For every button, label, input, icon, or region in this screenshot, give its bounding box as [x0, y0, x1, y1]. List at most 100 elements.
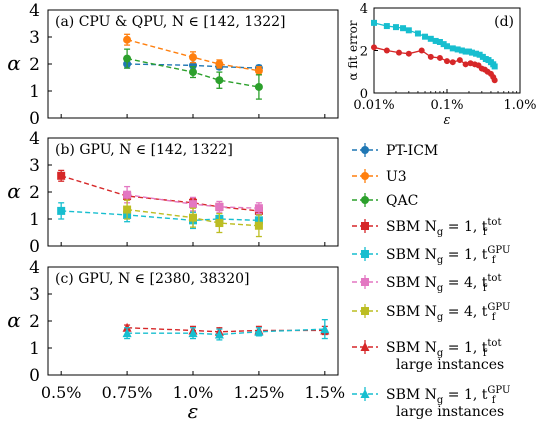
legend-item: SBM Ng = 1, ttot f large instances [352, 338, 504, 373]
y-tick-label: 1 [29, 82, 40, 102]
y-tick-label: 4 [360, 2, 368, 17]
panel-b: 0 1 2 3 4 α (b) GPU, N ∈ [142, 1322] [7, 129, 339, 257]
y-tick-label: 0 [360, 87, 368, 102]
data-point [468, 49, 475, 56]
panel-c: 0 1 2 3 4 0.5% 0.75% 1.0% 1.25% 1.5% α (c) GPU, N ∈… [7, 258, 345, 423]
y-tick-label: 0 [29, 109, 40, 129]
data-point [371, 44, 377, 51]
legend-marker [361, 172, 369, 180]
data-point [254, 204, 263, 213]
data-point [383, 47, 390, 54]
legend-item: SBM Ng = 1, tGPU f large instances [352, 385, 510, 420]
series-red-fit-error [371, 44, 498, 84]
legend-label-part: SBM N [386, 219, 437, 235]
data-point [405, 27, 412, 34]
legend-label-part: g [437, 283, 444, 294]
series-sbm-ng-1-tf-gpu-large-instances [122, 318, 330, 341]
legend-item: SBM Ng = 1, tGPU f [352, 245, 510, 266]
legend-label-part: f [492, 312, 497, 323]
legend-item: SBM Ng = 1, ttot f [352, 217, 501, 238]
data-point [405, 50, 412, 57]
data-point [215, 219, 224, 228]
legend-label-part: = 1, t [443, 340, 487, 356]
x-tick-label: 0.01% [353, 98, 394, 113]
data-point [392, 24, 399, 31]
y-tick-label: 4 [29, 1, 40, 21]
x-tick-label: 0.5% [41, 383, 82, 402]
data-point [436, 54, 443, 61]
series-sbm-ng-1-tf-tot [57, 169, 263, 216]
data-point [473, 50, 480, 57]
panel-title: (b) GPU, N ∈ [142, 1322] [55, 142, 233, 158]
legend-marker [361, 222, 369, 230]
y-tick-label: 2 [29, 312, 40, 332]
legend-label: SBM Ng = 4, ttot f [386, 273, 501, 294]
y-tick-label: 2 [29, 55, 40, 75]
x-axis-label: ε [188, 399, 199, 423]
y-tick-label: 1 [29, 210, 40, 230]
series-line [126, 57, 260, 88]
legend-item: PT-ICM [352, 143, 438, 159]
legend-label-part: = 4, t [443, 304, 487, 320]
legend-label: QAC [386, 193, 418, 209]
legend-label-part: U3 [386, 169, 407, 185]
panel-title: (d) [494, 14, 514, 30]
legend-label-part: PT-ICM [386, 143, 438, 159]
data-point [215, 76, 224, 85]
x-axis-label: ε [444, 113, 451, 128]
y-tick-label: 2 [29, 183, 40, 203]
legend-label-part: g [437, 348, 444, 359]
legend-label: SBM Ng = 1, tGPU f [386, 385, 510, 406]
panel-title: (a) CPU & QPU, N ∈ [142, 1322] [55, 14, 286, 30]
x-tick-label: 0.1% [430, 98, 463, 113]
legend-label-part: tot [487, 338, 501, 349]
legend-marker [361, 278, 369, 286]
y-tick-label: 4 [29, 258, 40, 278]
data-point [189, 68, 197, 77]
data-point [395, 49, 402, 56]
legend-label-part: SBM N [386, 275, 437, 291]
data-point [444, 58, 450, 65]
series-line [127, 208, 259, 227]
legend-marker [360, 342, 370, 351]
x-tick-label: 0.75% [102, 383, 153, 402]
data-point [465, 48, 472, 55]
y-tick-label: 3 [29, 285, 40, 305]
y-tick-label: 1 [29, 339, 40, 359]
data-point [123, 205, 132, 214]
data-point [456, 57, 463, 64]
data-point [123, 190, 132, 199]
data-point [383, 23, 390, 30]
data-point [440, 41, 447, 48]
legend-label-part: SBM N [386, 340, 437, 356]
legend-label: SBM Ng = 1, tGPU f [386, 245, 510, 266]
data-point [57, 171, 66, 180]
legend-item: U3 [352, 169, 407, 185]
data-point [454, 46, 461, 53]
legend-label-part: f [492, 395, 497, 406]
data-point [57, 206, 66, 215]
data-point [189, 53, 197, 62]
data-point [462, 61, 469, 68]
y-tick-label: 0 [29, 237, 40, 257]
legend-marker [360, 389, 370, 398]
data-point [436, 39, 443, 45]
legend-marker [361, 307, 369, 315]
series-u3 [123, 33, 263, 76]
legend-label: SBM Ng = 1, ttot f [386, 338, 501, 359]
legend-label-part: SBM N [386, 387, 437, 403]
data-point [189, 213, 197, 222]
series-line [60, 175, 259, 212]
data-point [418, 47, 425, 54]
data-point [189, 200, 197, 209]
legend-label: U3 [386, 169, 407, 185]
data-point [215, 202, 224, 211]
legend-label: SBM Ng = 4, tGPU f [386, 302, 510, 323]
legend-label-part: g [437, 255, 444, 266]
data-point [449, 59, 456, 66]
data-point [123, 54, 132, 63]
data-point [444, 43, 450, 50]
series-line [61, 210, 259, 222]
